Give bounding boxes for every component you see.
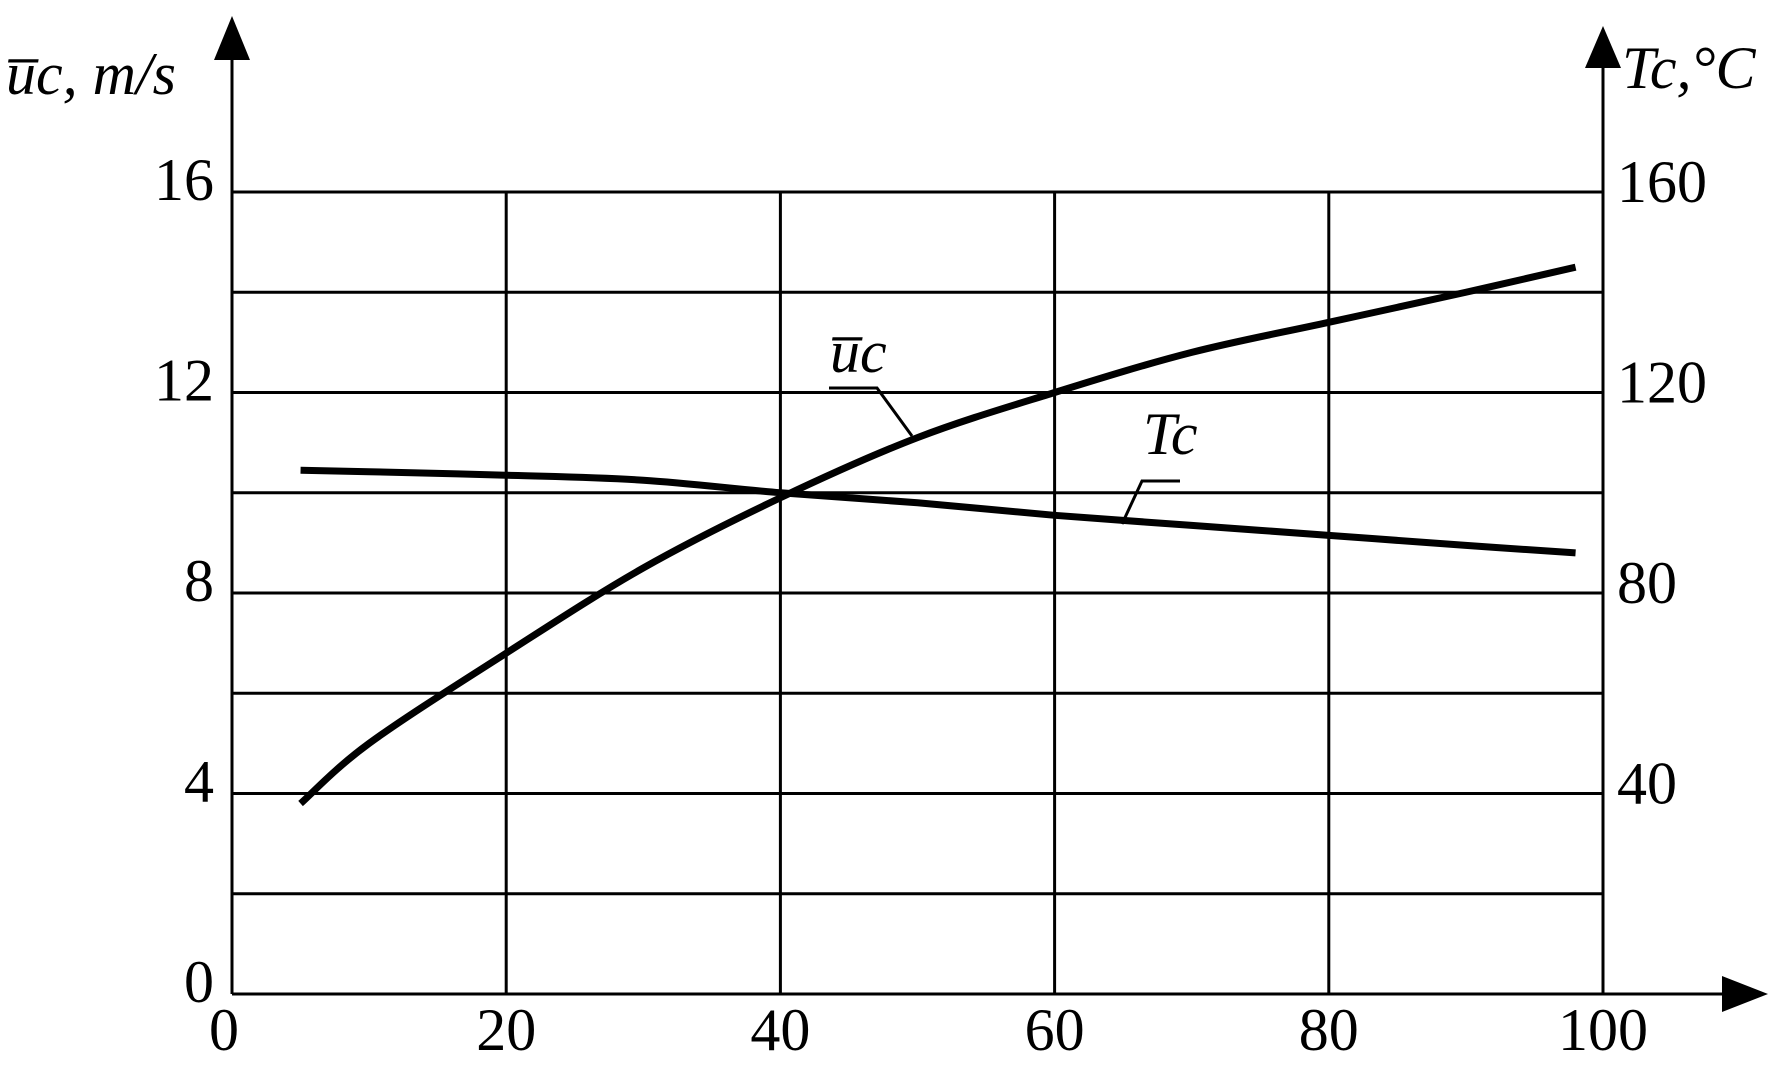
y-axis-label: u̅c, m/s	[6, 41, 176, 107]
leader-line	[829, 386, 914, 437]
line	[298, 263, 1577, 807]
x-tick-label: 100	[1558, 997, 1648, 1063]
y-tick-label: 16	[154, 147, 214, 213]
x-tick-label: 20	[476, 997, 536, 1063]
y-tick-label: 12	[154, 347, 214, 413]
y2-tick-label: 120	[1617, 349, 1707, 415]
y-axis-arrow	[214, 16, 250, 60]
line	[300, 466, 1576, 557]
x-axis-arrow	[1722, 976, 1768, 1012]
x-tick-label: 60	[1025, 997, 1085, 1063]
y-tick-label: 8	[184, 548, 214, 614]
series-label: Tc	[1143, 401, 1198, 467]
y2-tick-label: 40	[1617, 750, 1677, 816]
y2-tick-label: 160	[1617, 149, 1707, 215]
leader-line	[1120, 479, 1180, 525]
y2-axis-arrow	[1585, 26, 1621, 68]
y2-tick-label: 80	[1617, 550, 1677, 616]
series-label: u̅c	[830, 319, 887, 385]
x-tick-label: 80	[1299, 997, 1359, 1063]
y2-axis-label: Tc,°C	[1622, 35, 1756, 101]
y-tick-label: 0	[184, 949, 214, 1015]
x-tick-label: 40	[750, 997, 810, 1063]
y-tick-label: 4	[184, 748, 214, 814]
x-tick-label: 0	[209, 997, 239, 1063]
